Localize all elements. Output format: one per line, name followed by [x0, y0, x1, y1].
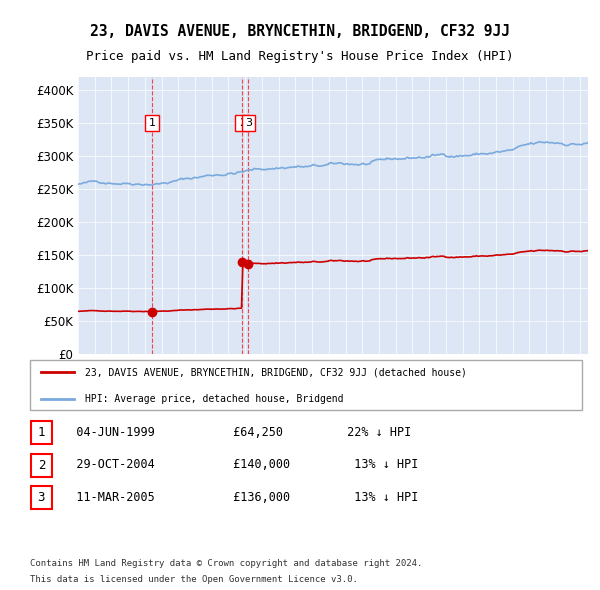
Text: 29-OCT-2004           £140,000         13% ↓ HPI: 29-OCT-2004 £140,000 13% ↓ HPI — [55, 458, 419, 471]
Text: 2: 2 — [38, 458, 45, 472]
Text: 23, DAVIS AVENUE, BRYNCETHIN, BRIDGEND, CF32 9JJ: 23, DAVIS AVENUE, BRYNCETHIN, BRIDGEND, … — [90, 24, 510, 38]
Text: 2: 2 — [239, 118, 246, 128]
FancyBboxPatch shape — [31, 421, 52, 444]
Text: 3: 3 — [38, 491, 45, 504]
FancyBboxPatch shape — [31, 454, 52, 477]
Text: Contains HM Land Registry data © Crown copyright and database right 2024.: Contains HM Land Registry data © Crown c… — [30, 559, 422, 568]
Text: HPI: Average price, detached house, Bridgend: HPI: Average price, detached house, Brid… — [85, 394, 344, 404]
Text: Price paid vs. HM Land Registry's House Price Index (HPI): Price paid vs. HM Land Registry's House … — [86, 50, 514, 63]
Text: 04-JUN-1999           £64,250         22% ↓ HPI: 04-JUN-1999 £64,250 22% ↓ HPI — [55, 425, 412, 439]
Text: 1: 1 — [148, 118, 155, 128]
Text: 11-MAR-2005           £136,000         13% ↓ HPI: 11-MAR-2005 £136,000 13% ↓ HPI — [55, 490, 419, 504]
Text: 23, DAVIS AVENUE, BRYNCETHIN, BRIDGEND, CF32 9JJ (detached house): 23, DAVIS AVENUE, BRYNCETHIN, BRIDGEND, … — [85, 368, 467, 378]
Text: This data is licensed under the Open Government Licence v3.0.: This data is licensed under the Open Gov… — [30, 575, 358, 584]
FancyBboxPatch shape — [30, 360, 582, 410]
Text: 3: 3 — [245, 118, 252, 128]
Text: 1: 1 — [38, 426, 45, 440]
FancyBboxPatch shape — [31, 486, 52, 509]
